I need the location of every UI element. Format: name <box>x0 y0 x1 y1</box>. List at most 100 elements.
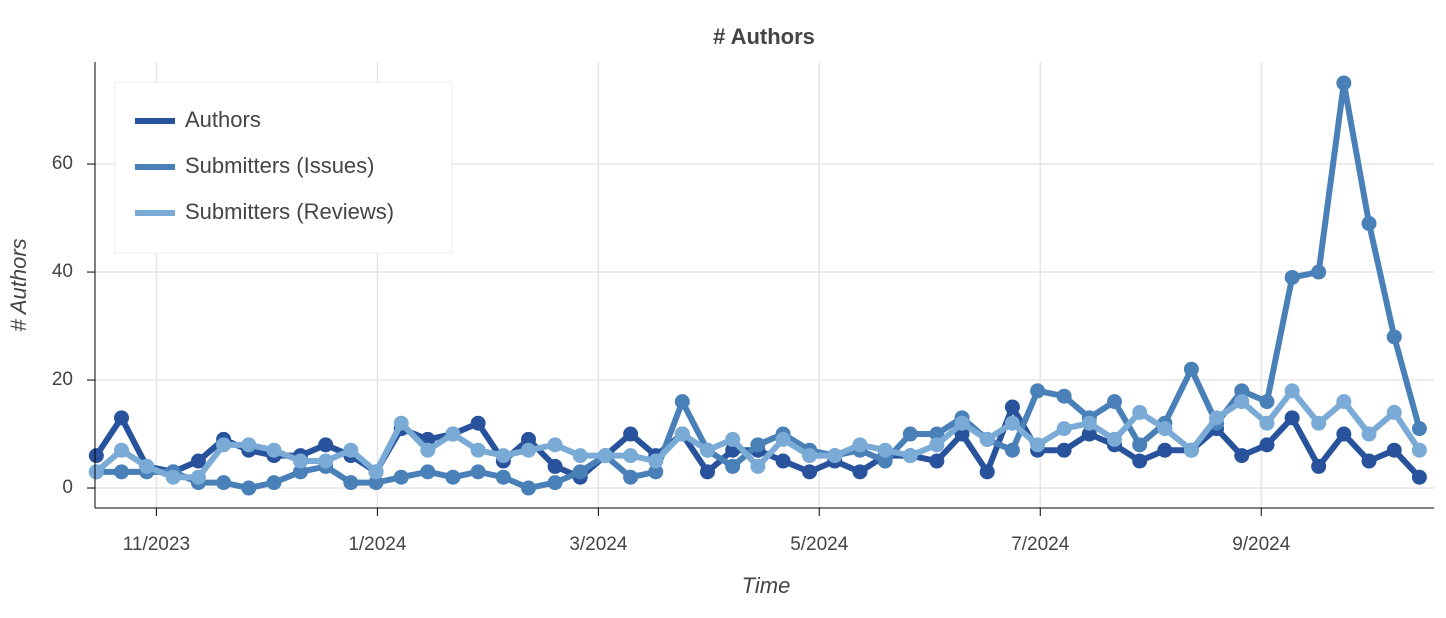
data-point <box>266 475 282 491</box>
data-point <box>393 469 409 485</box>
data-point <box>1234 383 1250 399</box>
y-tick-label: 40 <box>52 261 73 282</box>
data-point <box>802 464 818 480</box>
data-point <box>827 448 843 464</box>
data-point <box>420 464 436 480</box>
data-point <box>1259 437 1275 453</box>
data-point <box>674 394 690 410</box>
data-point <box>1234 448 1250 464</box>
data-point <box>979 464 995 480</box>
data-point <box>877 442 893 458</box>
data-point <box>318 453 334 469</box>
data-point <box>1183 361 1199 377</box>
data-point <box>1361 426 1377 442</box>
data-point <box>852 437 868 453</box>
data-point <box>1284 383 1300 399</box>
data-point <box>1157 442 1173 458</box>
data-point <box>648 464 664 480</box>
data-point <box>1411 442 1427 458</box>
x-tick-label: 7/2024 <box>1011 534 1070 555</box>
data-point <box>623 448 639 464</box>
data-point <box>1132 404 1148 420</box>
data-point <box>292 464 308 480</box>
x-tick-label: 9/2024 <box>1232 534 1291 555</box>
data-point <box>266 442 282 458</box>
data-point <box>190 469 206 485</box>
data-point <box>597 448 613 464</box>
data-point <box>775 431 791 447</box>
data-point <box>393 415 409 431</box>
data-point <box>852 464 868 480</box>
data-point <box>1284 410 1300 426</box>
data-point <box>1386 329 1402 345</box>
data-point <box>1284 269 1300 285</box>
y-tick-label: 20 <box>52 369 73 390</box>
data-point <box>1056 442 1072 458</box>
data-point <box>1209 410 1225 426</box>
data-point <box>699 464 715 480</box>
data-point <box>1259 415 1275 431</box>
data-point <box>623 469 639 485</box>
data-point <box>902 448 918 464</box>
data-point <box>343 442 359 458</box>
data-point <box>1132 437 1148 453</box>
data-point <box>139 458 155 474</box>
data-point <box>1311 458 1327 474</box>
data-point <box>1386 404 1402 420</box>
data-point <box>1311 264 1327 280</box>
plot-area <box>88 75 1427 496</box>
data-point <box>902 426 918 442</box>
data-point <box>1004 415 1020 431</box>
data-point <box>216 437 232 453</box>
data-point <box>954 415 970 431</box>
data-point <box>521 442 537 458</box>
data-point <box>929 437 945 453</box>
data-point <box>1157 421 1173 437</box>
data-point <box>420 442 436 458</box>
data-point <box>114 442 130 458</box>
data-point <box>1106 431 1122 447</box>
data-point <box>547 437 563 453</box>
data-point <box>241 480 257 496</box>
data-point <box>1336 394 1352 410</box>
data-point <box>979 431 995 447</box>
data-point <box>725 458 741 474</box>
data-point <box>1183 442 1199 458</box>
data-point <box>1081 415 1097 431</box>
data-point <box>1311 415 1327 431</box>
data-point <box>216 475 232 491</box>
data-point <box>470 415 486 431</box>
data-point <box>775 453 791 469</box>
data-point <box>1004 442 1020 458</box>
data-point <box>1030 383 1046 399</box>
data-point <box>1259 394 1275 410</box>
data-point <box>521 431 537 447</box>
data-point <box>445 469 461 485</box>
x-tick-label: 11/2023 <box>123 534 190 555</box>
data-point <box>241 437 257 453</box>
data-point <box>1056 421 1072 437</box>
data-point <box>1361 453 1377 469</box>
data-point <box>495 448 511 464</box>
data-point <box>1030 437 1046 453</box>
data-point <box>1106 394 1122 410</box>
data-point <box>368 475 384 491</box>
data-point <box>1234 394 1250 410</box>
data-point <box>292 453 308 469</box>
data-point <box>802 448 818 464</box>
data-point <box>572 464 588 480</box>
data-point <box>1411 421 1427 437</box>
data-point <box>1004 399 1020 415</box>
x-tick-label: 5/2024 <box>790 534 849 555</box>
data-point <box>445 426 461 442</box>
data-point <box>750 437 766 453</box>
data-point <box>929 453 945 469</box>
data-point <box>547 458 563 474</box>
data-point <box>470 464 486 480</box>
data-point <box>88 464 104 480</box>
data-point <box>1056 388 1072 404</box>
data-point <box>190 453 206 469</box>
data-point <box>88 448 104 464</box>
chart-title: # Authors <box>713 24 815 49</box>
